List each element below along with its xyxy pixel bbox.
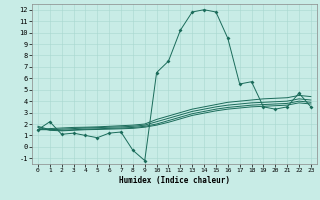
X-axis label: Humidex (Indice chaleur): Humidex (Indice chaleur): [119, 176, 230, 185]
